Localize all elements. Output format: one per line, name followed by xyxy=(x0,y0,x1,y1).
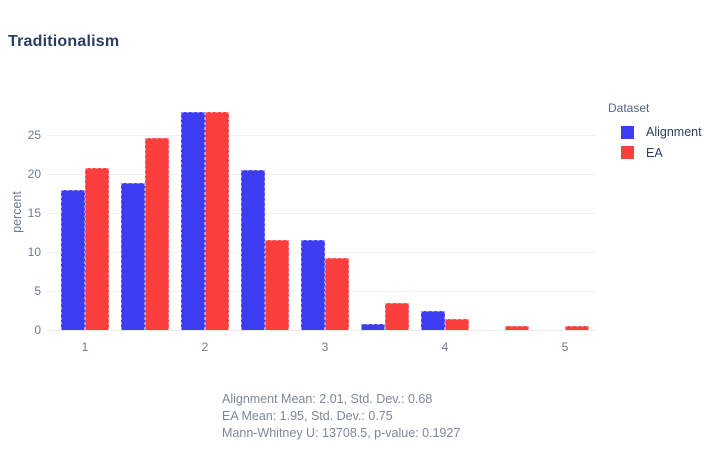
bar-ea[interactable] xyxy=(145,138,169,330)
alignment-swatch-icon xyxy=(621,125,634,139)
legend-item-label: Alignment xyxy=(646,125,702,140)
x-tick-label: 4 xyxy=(441,340,449,354)
x-tick-label: 3 xyxy=(321,340,329,354)
zero-gridline xyxy=(47,329,595,331)
gridline xyxy=(47,134,595,136)
bar-ea[interactable] xyxy=(205,111,229,330)
bar-ea[interactable] xyxy=(325,258,349,330)
bar-ea[interactable] xyxy=(565,326,589,330)
bar-alignment[interactable] xyxy=(421,311,445,330)
legend-item-ea[interactable]: EA xyxy=(606,143,702,164)
bar-alignment[interactable] xyxy=(121,183,145,330)
bar-ea[interactable] xyxy=(445,319,469,330)
bar-ea[interactable] xyxy=(265,239,289,330)
x-tick-label: 2 xyxy=(201,340,209,354)
bar-alignment[interactable] xyxy=(61,189,85,330)
legend-item-alignment[interactable]: Alignment xyxy=(606,122,702,143)
stats-line-mann-whitney: Mann-Whitney U: 13708.5, p-value: 0.1927 xyxy=(222,426,461,440)
gridline xyxy=(47,212,595,214)
y-tick-label: 10 xyxy=(27,245,41,260)
legend-items: Alignment EA xyxy=(606,122,702,163)
x-tick-label: 5 xyxy=(561,340,569,354)
legend-item-label: EA xyxy=(646,145,663,160)
stats-line-ea: EA Mean: 1.95, Std. Dev.: 0.75 xyxy=(222,409,393,423)
bar-alignment[interactable] xyxy=(301,240,325,330)
bar-ea[interactable] xyxy=(385,302,409,330)
stats-footer: Alignment Mean: 2.01, Std. Dev.: 0.68 EA… xyxy=(222,391,460,442)
bar-ea[interactable] xyxy=(85,167,109,330)
ea-swatch-icon xyxy=(621,146,634,160)
stats-line-alignment: Alignment Mean: 2.01, Std. Dev.: 0.68 xyxy=(222,392,433,406)
bar-alignment[interactable] xyxy=(181,112,205,330)
bar-ea[interactable] xyxy=(505,326,529,330)
y-tick-label: 0 xyxy=(34,323,41,337)
chart-title: Traditionalism xyxy=(8,33,120,50)
plot-area xyxy=(47,100,595,331)
gridline xyxy=(47,173,595,175)
bar-alignment[interactable] xyxy=(361,323,385,330)
y-axis-title: percent xyxy=(10,191,24,233)
bar-alignment[interactable] xyxy=(241,170,265,330)
x-tick-label: 1 xyxy=(81,340,89,354)
y-tick-label: 5 xyxy=(34,284,41,299)
y-tick-label: 20 xyxy=(27,167,41,182)
legend-title: Dataset xyxy=(608,101,650,115)
y-tick-label: 15 xyxy=(27,206,41,221)
legend: Dataset Alignment EA xyxy=(606,101,702,163)
y-tick-label: 25 xyxy=(27,128,41,143)
